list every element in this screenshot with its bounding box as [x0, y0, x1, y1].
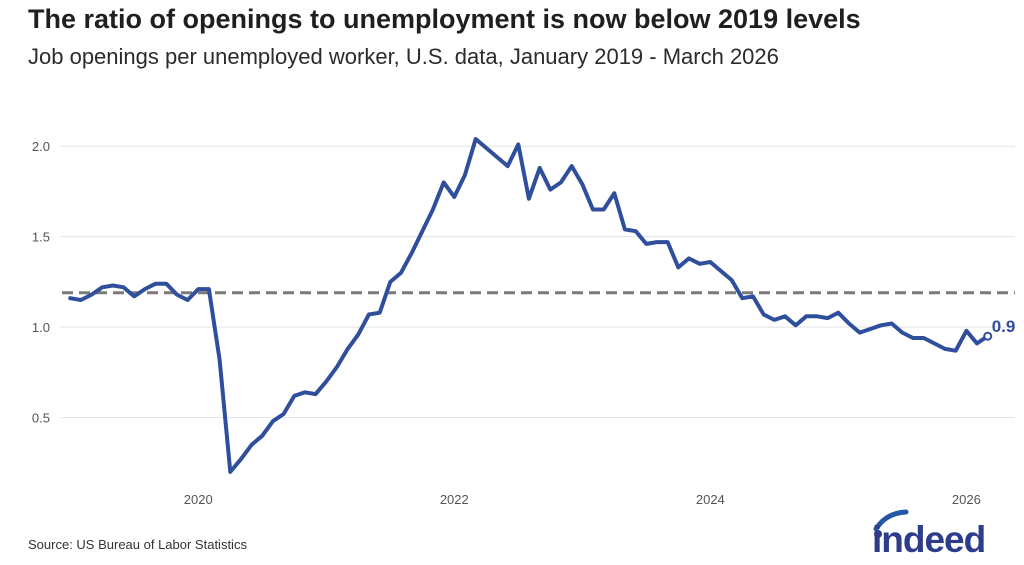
x-tick-label: 2026: [952, 492, 981, 507]
x-tick-label: 2022: [440, 492, 469, 507]
end-value-label: 0.9: [992, 317, 1016, 336]
x-tick-label: 2020: [184, 492, 213, 507]
logo-arc-icon: [873, 509, 909, 532]
y-tick-label: 1.0: [32, 320, 50, 335]
y-axis: 0.5 1.0 1.5 2.0: [32, 139, 50, 425]
end-point-marker: [983, 331, 993, 341]
chart-subtitle: Job openings per unemployed worker, U.S.…: [28, 44, 779, 69]
source-note: Source: US Bureau of Labor Statistics: [28, 537, 247, 552]
series-line: [68, 137, 990, 474]
indeed-logo: indeed: [872, 509, 986, 557]
y-tick-label: 0.5: [32, 411, 50, 426]
x-tick-label: 2024: [696, 492, 725, 507]
chart-title: The ratio of openings to unemployment is…: [28, 4, 861, 34]
y-tick-label: 2.0: [32, 139, 50, 154]
logo-wordmark: indeed: [872, 519, 985, 557]
series-group: 0.9: [68, 137, 1016, 474]
grid: [60, 145, 1015, 419]
y-tick-label: 1.5: [32, 230, 50, 245]
x-axis: 2020 2022 2024 2026: [184, 492, 981, 507]
logo-dot-icon: [874, 530, 882, 538]
